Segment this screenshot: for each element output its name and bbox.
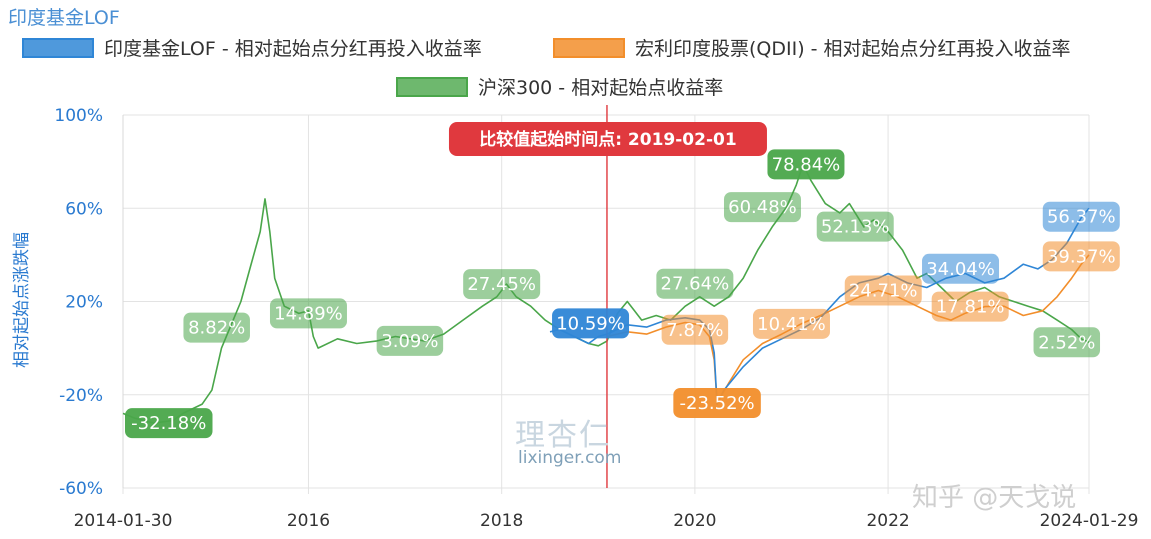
y-axis: 100% 60% 20% -20% -60% bbox=[54, 106, 103, 499]
marker-label: 比较值起始时间点: 2019-02-01 bbox=[479, 129, 736, 150]
data-label-box bbox=[463, 269, 541, 300]
data-label-box bbox=[269, 298, 347, 329]
data-label-box bbox=[752, 308, 830, 339]
legend-item-manulife-india-qdii[interactable]: 宏利印度股票(QDII) - 相对起始点分红再投入收益率 bbox=[553, 34, 1071, 61]
data-label-box bbox=[816, 211, 894, 242]
data-label-box bbox=[125, 408, 213, 439]
data-label-box bbox=[673, 387, 761, 418]
legend-label: 宏利印度股票(QDII) - 相对起始点分红再投入收益率 bbox=[635, 38, 1071, 60]
x-tick-label: 2016 bbox=[287, 511, 330, 531]
data-label-box bbox=[661, 314, 729, 345]
x-tick-label: 2022 bbox=[866, 511, 909, 531]
data-label: 10.41% bbox=[757, 314, 826, 335]
y-tick-label: -20% bbox=[59, 386, 103, 406]
data-label: 34.04% bbox=[926, 259, 995, 280]
data-label-box bbox=[1033, 327, 1101, 358]
y-tick-label: 20% bbox=[65, 293, 103, 313]
data-label: 27.64% bbox=[661, 274, 730, 295]
x-tick-label: 2018 bbox=[480, 511, 523, 531]
legend-swatch bbox=[22, 37, 94, 58]
x-tick-label: 2020 bbox=[673, 511, 716, 531]
data-label: 78.84% bbox=[772, 154, 841, 175]
author-credit: 知乎 @天戈说 bbox=[912, 483, 1077, 513]
y-axis-label: 相对起始点涨跌幅 bbox=[12, 232, 32, 368]
x-tick-label: 2024-01-29 bbox=[1040, 511, 1139, 531]
x-tick-label: 2014-01-30 bbox=[74, 511, 173, 531]
data-label: 56.37% bbox=[1047, 207, 1116, 228]
data-label: 39.37% bbox=[1047, 246, 1116, 267]
marker-label-box bbox=[448, 122, 767, 156]
data-label-box bbox=[844, 275, 922, 306]
data-label-box bbox=[376, 325, 444, 356]
data-label: 17.81% bbox=[936, 297, 1005, 318]
data-label: 10.59% bbox=[556, 313, 625, 334]
data-label: 2.52% bbox=[1038, 332, 1095, 353]
data-label: -23.52% bbox=[680, 393, 755, 414]
chart-title: 印度基金LOF bbox=[8, 7, 120, 29]
data-label-box bbox=[552, 308, 630, 339]
legend-swatch bbox=[396, 76, 468, 97]
legend-label: 印度基金LOF - 相对起始点分红再投入收益率 bbox=[104, 38, 482, 60]
data-label-box bbox=[723, 192, 801, 223]
data-label-box bbox=[931, 291, 1009, 322]
data-label-box bbox=[1042, 201, 1120, 232]
y-tick-label: -60% bbox=[59, 479, 103, 499]
legend-item-csi300[interactable]: 沪深300 - 相对起始点收益率 bbox=[396, 73, 723, 100]
data-label-box bbox=[922, 253, 1000, 284]
data-label-box bbox=[1042, 241, 1120, 272]
data-label: 3.09% bbox=[381, 331, 438, 352]
data-label: 52.13% bbox=[821, 217, 890, 238]
data-label: 24.71% bbox=[849, 281, 918, 302]
data-label: 7.87% bbox=[666, 320, 723, 341]
watermark-url: lixinger.com bbox=[518, 448, 622, 468]
data-labels: 10.59% 34.04% 56.37% 7.87% -23.52% 10.41% 24.7… bbox=[125, 149, 1120, 439]
data-label: 8.82% bbox=[188, 318, 245, 339]
watermark-logo: 理杏仁 bbox=[515, 418, 611, 453]
grid bbox=[122, 114, 1090, 494]
data-label-box bbox=[767, 149, 845, 180]
y-tick-label: 100% bbox=[54, 106, 103, 126]
y-tick-label: 60% bbox=[65, 199, 103, 219]
data-label: -32.18% bbox=[131, 413, 206, 434]
legend-swatch bbox=[553, 37, 625, 58]
data-label-box bbox=[656, 268, 734, 299]
x-axis: 2014-01-30 2016 2018 2020 2022 2024-01-29 bbox=[74, 511, 1139, 531]
legend-label: 沪深300 - 相对起始点收益率 bbox=[478, 77, 724, 99]
start-marker: 比较值起始时间点: 2019-02-01 bbox=[448, 105, 767, 488]
legend-item-india-fund-lof[interactable]: 印度基金LOF - 相对起始点分红再投入收益率 bbox=[22, 34, 482, 61]
data-label-box bbox=[183, 312, 250, 343]
data-label: 60.48% bbox=[728, 197, 797, 218]
data-label: 14.89% bbox=[274, 303, 343, 324]
data-label: 27.45% bbox=[467, 274, 536, 295]
